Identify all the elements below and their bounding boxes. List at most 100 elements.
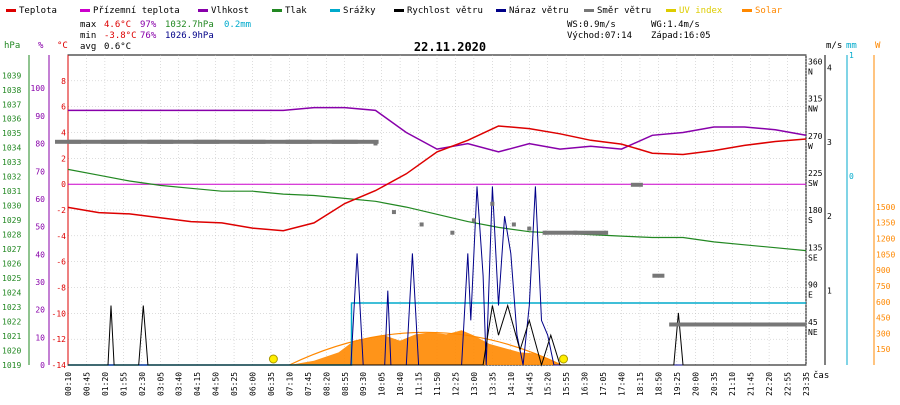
axis-units: hPa % °C m/s mm W čas: [4, 41, 881, 381]
tick-press-20: 1039: [2, 71, 21, 80]
tick-wind-1: 2: [827, 212, 832, 221]
tick-solar-6: 1050: [876, 250, 895, 259]
tick-dir-7: S: [808, 216, 813, 225]
wind-wg: WG:1.4m/s: [651, 20, 700, 30]
tick-press-17: 1036: [2, 115, 21, 124]
legend-label-1: Přízemní teplota: [93, 6, 180, 16]
tick-wind-3: 4: [827, 63, 832, 72]
tick-dir-15: N: [808, 67, 813, 76]
x-axis: 00:10 00:45 01:20 01:55 02:30 03:05 03:40 04:15…: [64, 372, 811, 396]
tick-x-12: 07:10: [285, 372, 294, 396]
unit-w: W: [875, 41, 881, 51]
tick-press-7: 1026: [2, 260, 21, 269]
tick-x-32: 18:50: [654, 372, 663, 396]
tick-press-6: 1025: [2, 274, 21, 283]
legend-swatch-0: [6, 9, 16, 12]
tick-press-3: 1022: [2, 318, 21, 327]
series-humidity: [68, 106, 807, 153]
tick-solar-0: 150: [876, 345, 891, 354]
sunset: Západ:16:05: [651, 31, 711, 41]
tick-solar-8: 1350: [876, 219, 895, 228]
tick-x-28: 16:30: [581, 372, 590, 396]
unit-ms: m/s: [826, 41, 842, 51]
tick-dir-0: 45: [808, 318, 818, 327]
tick-temp-2: -10: [52, 309, 67, 318]
tick-rain-1: 1: [849, 51, 854, 60]
tick-dir-12: 315: [808, 95, 823, 104]
wind-dir-plateau-1: [68, 139, 379, 144]
stats-max-temp: 4.6°C: [104, 20, 131, 30]
stats-max-hum: 97%: [140, 20, 157, 30]
tick-x-1: 00:45: [82, 372, 91, 396]
tick-x-22: 13:00: [470, 372, 479, 396]
unit-hpa: hPa: [4, 41, 20, 51]
legend-label-4: Srážky: [343, 6, 376, 16]
tick-temp-9: 4: [61, 129, 66, 138]
tick-dir-11: W: [808, 142, 813, 151]
series-wind-speed: [68, 303, 806, 367]
legend-swatch-9: [742, 9, 752, 12]
tick-x-34: 20:00: [691, 372, 700, 396]
tick-x-10: 06:00: [249, 372, 258, 396]
tick-hum-9: 90: [35, 112, 45, 121]
y-axes: 1019102010211022102310241025102610271028…: [2, 51, 895, 370]
sunrise: Východ:07:14: [567, 31, 632, 41]
stats-min-temp: -3.8°C: [104, 31, 137, 41]
tick-x-39: 22:55: [784, 372, 793, 396]
wind-dir-mark-14: [527, 226, 532, 231]
tick-press-2: 1021: [2, 332, 21, 341]
tick-hum-10: 100: [31, 84, 46, 93]
tick-x-18: 10:40: [396, 372, 405, 396]
tick-dir-5: SE: [808, 253, 818, 262]
tick-x-13: 07:45: [304, 372, 313, 396]
tick-hum-7: 70: [35, 167, 45, 176]
tick-x-16: 09:30: [359, 372, 368, 396]
series-gust: [68, 186, 806, 366]
wind-dir-plateau-2: [669, 322, 806, 327]
tick-temp-0: -14: [52, 361, 67, 370]
tick-x-8: 04:50: [212, 372, 221, 396]
tick-press-9: 1028: [2, 231, 21, 240]
tick-x-14: 08:20: [322, 372, 331, 396]
unit-pct: %: [38, 41, 44, 51]
stats-block: max 4.6°C 97% 1032.7hPa 0.2mm min -3.8°C…: [80, 20, 251, 52]
tick-press-15: 1034: [2, 144, 21, 153]
stats-min-label: min: [80, 31, 96, 41]
tick-dir-2: 90: [808, 281, 818, 290]
tick-hum-4: 40: [35, 250, 45, 259]
tick-temp-11: 8: [61, 77, 66, 86]
unit-mm: mm: [846, 41, 857, 51]
series-temperature: [67, 125, 807, 232]
legend-label-7: Směr větru: [597, 6, 651, 16]
tick-x-24: 14:10: [507, 372, 516, 396]
tick-x-5: 03:05: [156, 372, 165, 396]
tick-x-3: 01:55: [119, 372, 128, 396]
legend-swatch-8: [666, 9, 676, 12]
tick-press-4: 1023: [2, 303, 21, 312]
tick-hum-1: 10: [35, 333, 45, 342]
tick-hum-0: 0: [40, 361, 45, 370]
tick-solar-3: 600: [876, 298, 891, 307]
tick-x-40: 23:35: [802, 372, 811, 396]
stats-max-press: 1032.7hPa: [165, 20, 214, 30]
legend-label-5: Rychlost větru: [407, 6, 483, 16]
tick-press-10: 1029: [2, 216, 21, 225]
tick-temp-1: -12: [52, 335, 67, 344]
legend-label-2: Vlhkost: [211, 6, 249, 16]
series-solar: [289, 330, 562, 365]
stats-max-label: max: [80, 20, 97, 30]
tick-press-8: 1027: [2, 245, 21, 254]
wind-dir-mark-12: [490, 201, 495, 206]
tick-dir-13: NW: [808, 105, 818, 114]
wind-dir-mark-19: [652, 273, 665, 278]
tick-press-5: 1024: [2, 289, 21, 298]
wind-dir-mark-9: [419, 222, 424, 227]
legend-label-6: Náraz větru: [509, 6, 569, 16]
tick-hum-8: 80: [35, 140, 45, 149]
tick-dir-10: 270: [808, 132, 823, 141]
tick-temp-6: -2: [56, 206, 66, 215]
tick-wind-0: 1: [827, 287, 832, 296]
tick-x-25: 14:45: [525, 372, 534, 396]
legend-label-3: Tlak: [285, 6, 307, 16]
tick-press-18: 1037: [2, 100, 21, 109]
